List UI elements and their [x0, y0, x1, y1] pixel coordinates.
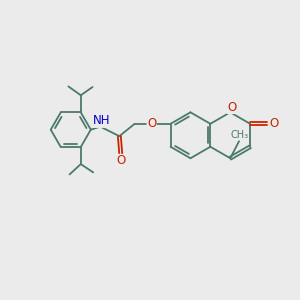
Text: O: O — [116, 154, 126, 167]
Text: O: O — [269, 117, 278, 130]
Text: NH: NH — [93, 114, 110, 127]
Text: O: O — [227, 100, 236, 113]
Text: CH₃: CH₃ — [230, 130, 248, 140]
Text: O: O — [147, 117, 156, 130]
